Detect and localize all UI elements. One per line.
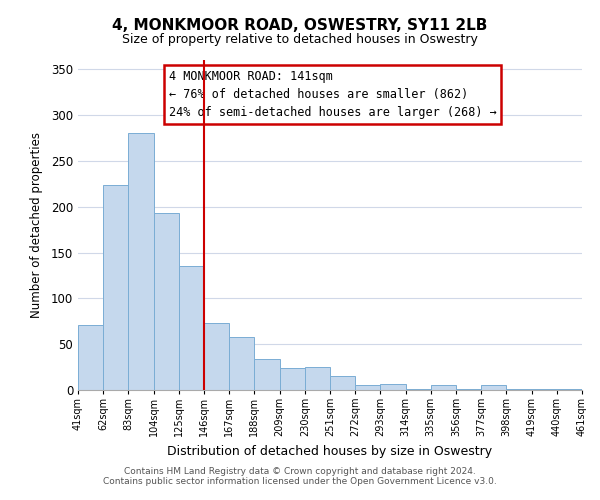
Bar: [179, 266, 204, 390]
Bar: [456, 389, 481, 390]
Bar: [506, 389, 532, 390]
Y-axis label: Number of detached properties: Number of detached properties: [29, 132, 43, 318]
Text: Contains public sector information licensed under the Open Government Licence v3: Contains public sector information licen…: [103, 477, 497, 486]
Text: 4, MONKMOOR ROAD, OSWESTRY, SY11 2LB: 4, MONKMOOR ROAD, OSWESTRY, SY11 2LB: [112, 18, 488, 32]
Bar: [128, 134, 154, 390]
Bar: [154, 213, 179, 390]
Bar: [355, 386, 380, 390]
Bar: [280, 368, 305, 390]
Text: Size of property relative to detached houses in Oswestry: Size of property relative to detached ho…: [122, 32, 478, 46]
Bar: [380, 384, 406, 390]
Bar: [254, 359, 280, 390]
Text: 4 MONKMOOR ROAD: 141sqm
← 76% of detached houses are smaller (862)
24% of semi-d: 4 MONKMOOR ROAD: 141sqm ← 76% of detache…: [169, 70, 496, 119]
X-axis label: Distribution of detached houses by size in Oswestry: Distribution of detached houses by size …: [167, 445, 493, 458]
Bar: [481, 384, 506, 390]
Bar: [557, 389, 582, 390]
Bar: [532, 389, 557, 390]
Bar: [204, 323, 229, 390]
Text: Contains HM Land Registry data © Crown copyright and database right 2024.: Contains HM Land Registry data © Crown c…: [124, 467, 476, 476]
Bar: [330, 376, 355, 390]
Bar: [305, 367, 330, 390]
Bar: [406, 389, 431, 390]
Bar: [431, 386, 456, 390]
Bar: [229, 337, 254, 390]
Bar: [103, 184, 128, 390]
Bar: [78, 325, 103, 390]
